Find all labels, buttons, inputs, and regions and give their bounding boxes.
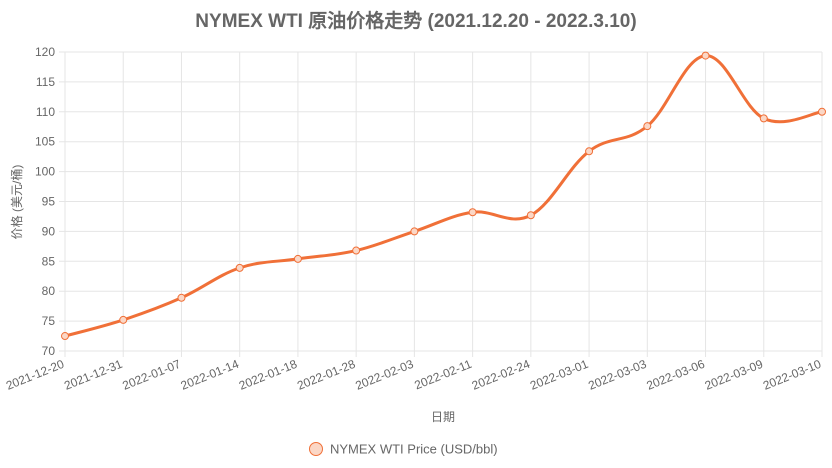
y-tick-label: 75 [42, 314, 56, 328]
y-tick-label: 120 [35, 45, 55, 59]
data-point[interactable] [293, 254, 302, 263]
x-tick-label: 2022-01-14 [179, 357, 241, 393]
data-point[interactable] [119, 315, 128, 324]
x-tick-label: 2022-03-01 [528, 357, 590, 393]
x-tick-label: 2022-01-18 [237, 357, 299, 393]
data-point[interactable] [701, 51, 710, 60]
data-point[interactable] [585, 147, 594, 156]
x-tick-label: 2022-03-09 [703, 357, 765, 393]
y-tick-label: 80 [42, 284, 56, 298]
data-point[interactable] [352, 246, 361, 255]
x-tick-label: 2022-03-03 [586, 357, 648, 393]
x-tick-label: 2021-12-31 [62, 357, 124, 393]
data-point[interactable] [468, 208, 477, 217]
x-tick-label: 2022-02-03 [353, 357, 415, 393]
x-tick-label: 2022-02-24 [470, 357, 532, 393]
x-tick-label: 2021-12-20 [4, 357, 66, 393]
legend-label: NYMEX WTI Price (USD/bbl) [330, 442, 498, 457]
y-tick-label: 115 [36, 75, 55, 89]
y-tick-label: 85 [42, 254, 56, 268]
x-tick-label: 2022-03-06 [644, 357, 706, 393]
chart-title: NYMEX WTI 原油价格走势 (2021.12.20 - 2022.3.10… [195, 9, 636, 32]
y-axis-label: 价格 (美元/桶) [9, 165, 24, 240]
y-tick-label: 105 [35, 135, 55, 149]
legend[interactable]: NYMEX WTI Price (USD/bbl) [309, 442, 498, 457]
grid [59, 51, 823, 357]
data-point[interactable] [759, 114, 768, 123]
x-tick-label: 2022-03-10 [761, 357, 823, 393]
data-point[interactable] [643, 122, 652, 131]
data-point[interactable] [410, 227, 419, 236]
series-line [64, 54, 823, 338]
y-axis-ticks: 70 75 80 85 90 95 100 105 110 115 120 [35, 45, 55, 358]
data-point[interactable] [177, 293, 186, 302]
x-axis-label: 日期 [431, 410, 455, 424]
y-tick-label: 110 [36, 105, 55, 119]
legend-marker [309, 442, 323, 456]
x-axis-ticks: 2021-12-202021-12-312022-01-072022-01-14… [4, 357, 823, 393]
y-tick-label: 90 [42, 224, 56, 238]
data-point[interactable] [61, 332, 69, 341]
data-point[interactable] [818, 107, 826, 116]
x-tick-label: 2022-01-28 [295, 357, 357, 393]
y-tick-label: 95 [42, 195, 56, 209]
x-tick-label: 2022-01-07 [120, 357, 182, 393]
data-point[interactable] [526, 211, 535, 220]
x-tick-label: 2022-02-11 [412, 357, 474, 393]
y-tick-label: 70 [42, 344, 56, 358]
y-tick-label: 100 [35, 165, 55, 179]
data-point[interactable] [235, 263, 244, 272]
series [61, 51, 826, 341]
